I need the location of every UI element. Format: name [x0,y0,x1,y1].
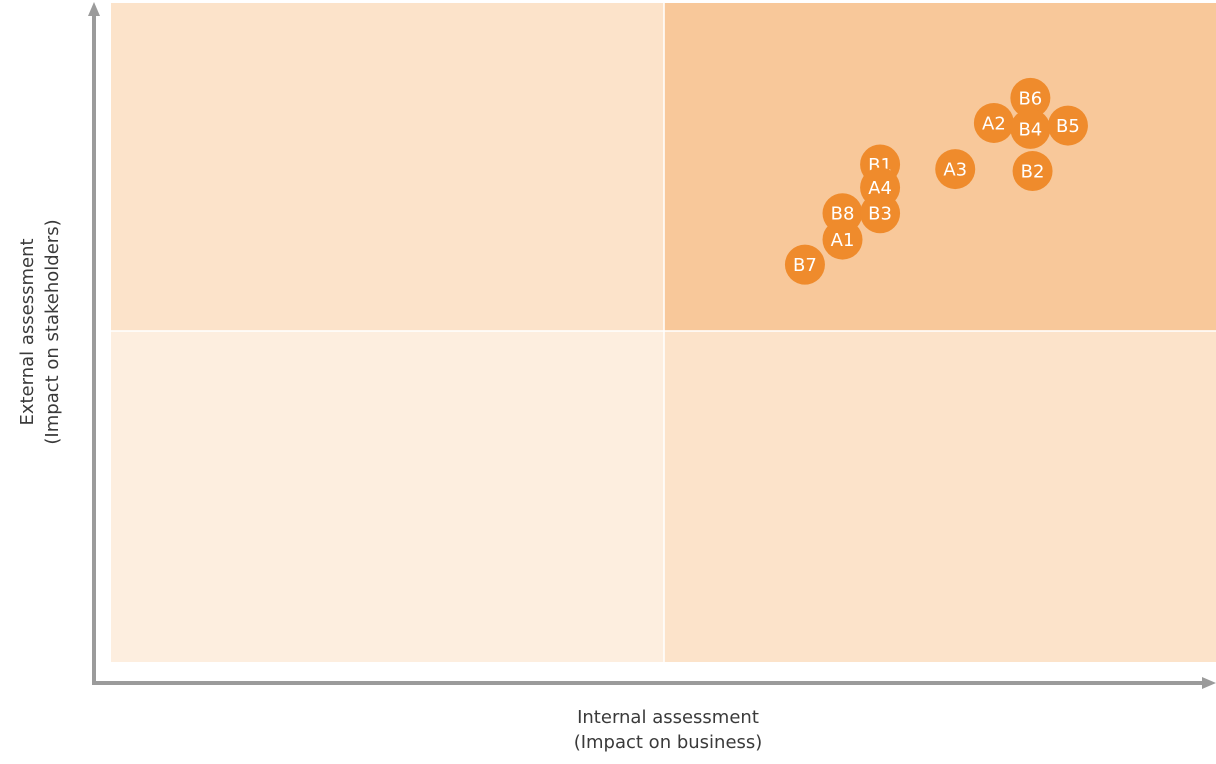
point-marker-b6 [1010,77,1051,118]
point-a2: A2 [973,102,1014,143]
point-label-b4: B4 [1018,119,1042,140]
y-axis-title: External assessment (Impact on stakehold… [15,152,65,512]
point-label-a3: A3 [943,160,967,181]
point-label-b8: B8 [831,204,855,225]
point-b7: B7 [784,244,825,285]
point-marker-b7 [784,244,825,285]
point-label-a2: A2 [982,113,1006,134]
x-axis-arrow [1202,677,1216,689]
point-marker-b2 [1012,151,1053,192]
point-b3: B3 [860,193,901,234]
quadrant-bottom-right [664,331,1216,662]
point-b5: B5 [1047,105,1088,146]
y-axis-arrow [88,2,100,16]
point-marker-a3 [935,149,976,190]
quadrant-top-left [111,3,664,331]
y-axis-title-line-2: (Impact on stakeholders) [42,219,63,445]
quadrant-backgrounds [111,3,1216,662]
x-axis-title-line-1: Internal assessment [577,707,759,728]
point-marker-a1 [822,219,863,260]
point-label-b7: B7 [793,255,817,276]
point-a1: A1 [822,219,863,260]
y-axis-title-line-1: External assessment [17,238,38,426]
point-b6: B6 [1010,77,1051,118]
x-axis-title: Internal assessment (Impact on business) [418,705,918,755]
axes [88,2,1216,689]
point-label-b3: B3 [868,204,892,225]
point-marker-b5 [1047,105,1088,146]
point-label-b5: B5 [1056,116,1080,137]
point-label-b2: B2 [1021,162,1045,183]
x-axis-title-line-2: (Impact on business) [573,732,763,753]
point-marker-a2 [973,102,1014,143]
point-label-a4: A4 [868,178,892,199]
point-b4: B4 [1010,108,1051,149]
quadrant-bottom-left [111,331,664,662]
point-marker-b3 [860,193,901,234]
point-b2: B2 [1012,151,1053,192]
point-label-a1: A1 [831,230,855,251]
point-a3: A3 [935,149,976,190]
point-label-b6: B6 [1018,88,1042,109]
point-marker-b4 [1010,108,1051,149]
